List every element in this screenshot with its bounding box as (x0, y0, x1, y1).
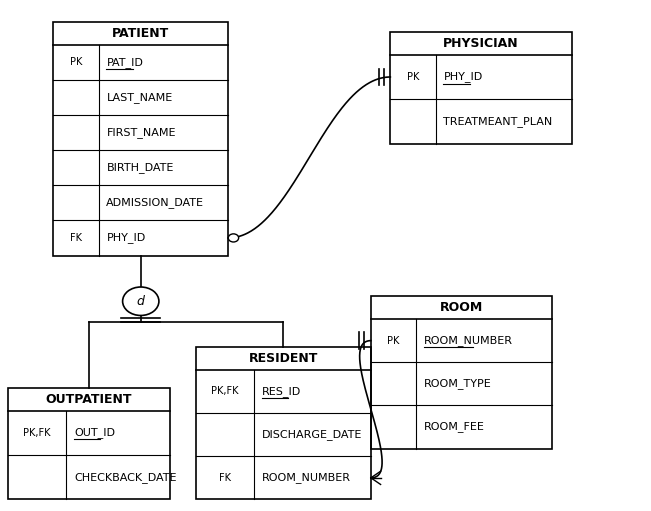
Text: PHYSICIAN: PHYSICIAN (443, 37, 519, 50)
Text: FK: FK (70, 233, 82, 243)
Text: BIRTH_DATE: BIRTH_DATE (106, 162, 174, 173)
Text: d: d (137, 295, 145, 308)
Text: PK: PK (70, 57, 82, 67)
Text: PK: PK (387, 336, 400, 345)
Text: LAST_NAME: LAST_NAME (106, 92, 173, 103)
Circle shape (122, 287, 159, 315)
Text: ROOM_TYPE: ROOM_TYPE (424, 378, 492, 389)
Text: FK: FK (219, 473, 231, 483)
Text: PK,FK: PK,FK (23, 428, 51, 438)
Text: DISCHARGE_DATE: DISCHARGE_DATE (262, 429, 363, 440)
Text: PK: PK (407, 72, 419, 82)
Text: ROOM_NUMBER: ROOM_NUMBER (262, 472, 351, 483)
Text: TREATMEANT_PLAN: TREATMEANT_PLAN (443, 116, 553, 127)
Text: OUTPATIENT: OUTPATIENT (46, 392, 132, 406)
Text: FIRST_NAME: FIRST_NAME (106, 127, 176, 138)
Text: ROOM: ROOM (440, 301, 483, 314)
Text: PK,FK: PK,FK (212, 386, 239, 397)
Text: ROOM_NUMBER: ROOM_NUMBER (424, 335, 513, 346)
Text: PHY_ID: PHY_ID (106, 233, 146, 243)
Text: RESIDENT: RESIDENT (249, 352, 318, 365)
Text: RES_ID: RES_ID (262, 386, 301, 397)
Text: PHY_ID: PHY_ID (443, 72, 483, 82)
Text: ADMISSION_DATE: ADMISSION_DATE (106, 197, 204, 208)
Circle shape (229, 234, 239, 242)
Text: CHECKBACK_DATE: CHECKBACK_DATE (74, 472, 176, 483)
Text: OUT_ID: OUT_ID (74, 427, 115, 438)
Text: PAT_ID: PAT_ID (106, 57, 143, 67)
Text: ROOM_FEE: ROOM_FEE (424, 422, 485, 432)
Text: PATIENT: PATIENT (112, 27, 169, 40)
